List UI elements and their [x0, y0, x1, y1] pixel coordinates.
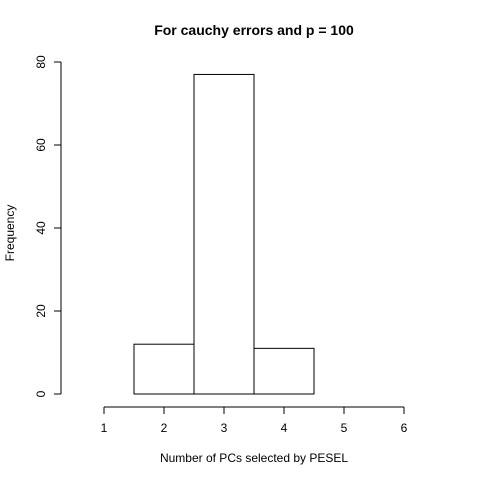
x-axis-label: Number of PCs selected by PESEL [160, 451, 348, 465]
histogram-bar-3 [253, 347, 315, 395]
x-tick-label-2: 2 [161, 421, 168, 435]
y-tick-label-20: 20 [34, 304, 48, 318]
y-tick-label-80: 80 [34, 55, 48, 69]
x-tick-label-5: 5 [341, 421, 348, 435]
histogram-bar-2 [193, 73, 255, 395]
y-axis-label: Frequency [3, 205, 17, 262]
histogram-bar-1 [133, 343, 195, 395]
y-tick-label-40: 40 [34, 221, 48, 235]
y-tick-label-0: 0 [34, 390, 48, 397]
bars-layer [133, 73, 315, 395]
x-tick-label-3: 3 [221, 421, 228, 435]
x-axis: 1 2 3 4 5 6 [101, 406, 408, 435]
y-tick-label-60: 60 [34, 138, 48, 152]
x-tick-label-6: 6 [401, 421, 408, 435]
x-tick-label-4: 4 [281, 421, 288, 435]
x-tick-label-1: 1 [101, 421, 108, 435]
y-axis: 0 20 40 60 80 [34, 55, 62, 397]
chart-title: For cauchy errors and p = 100 [154, 22, 354, 38]
